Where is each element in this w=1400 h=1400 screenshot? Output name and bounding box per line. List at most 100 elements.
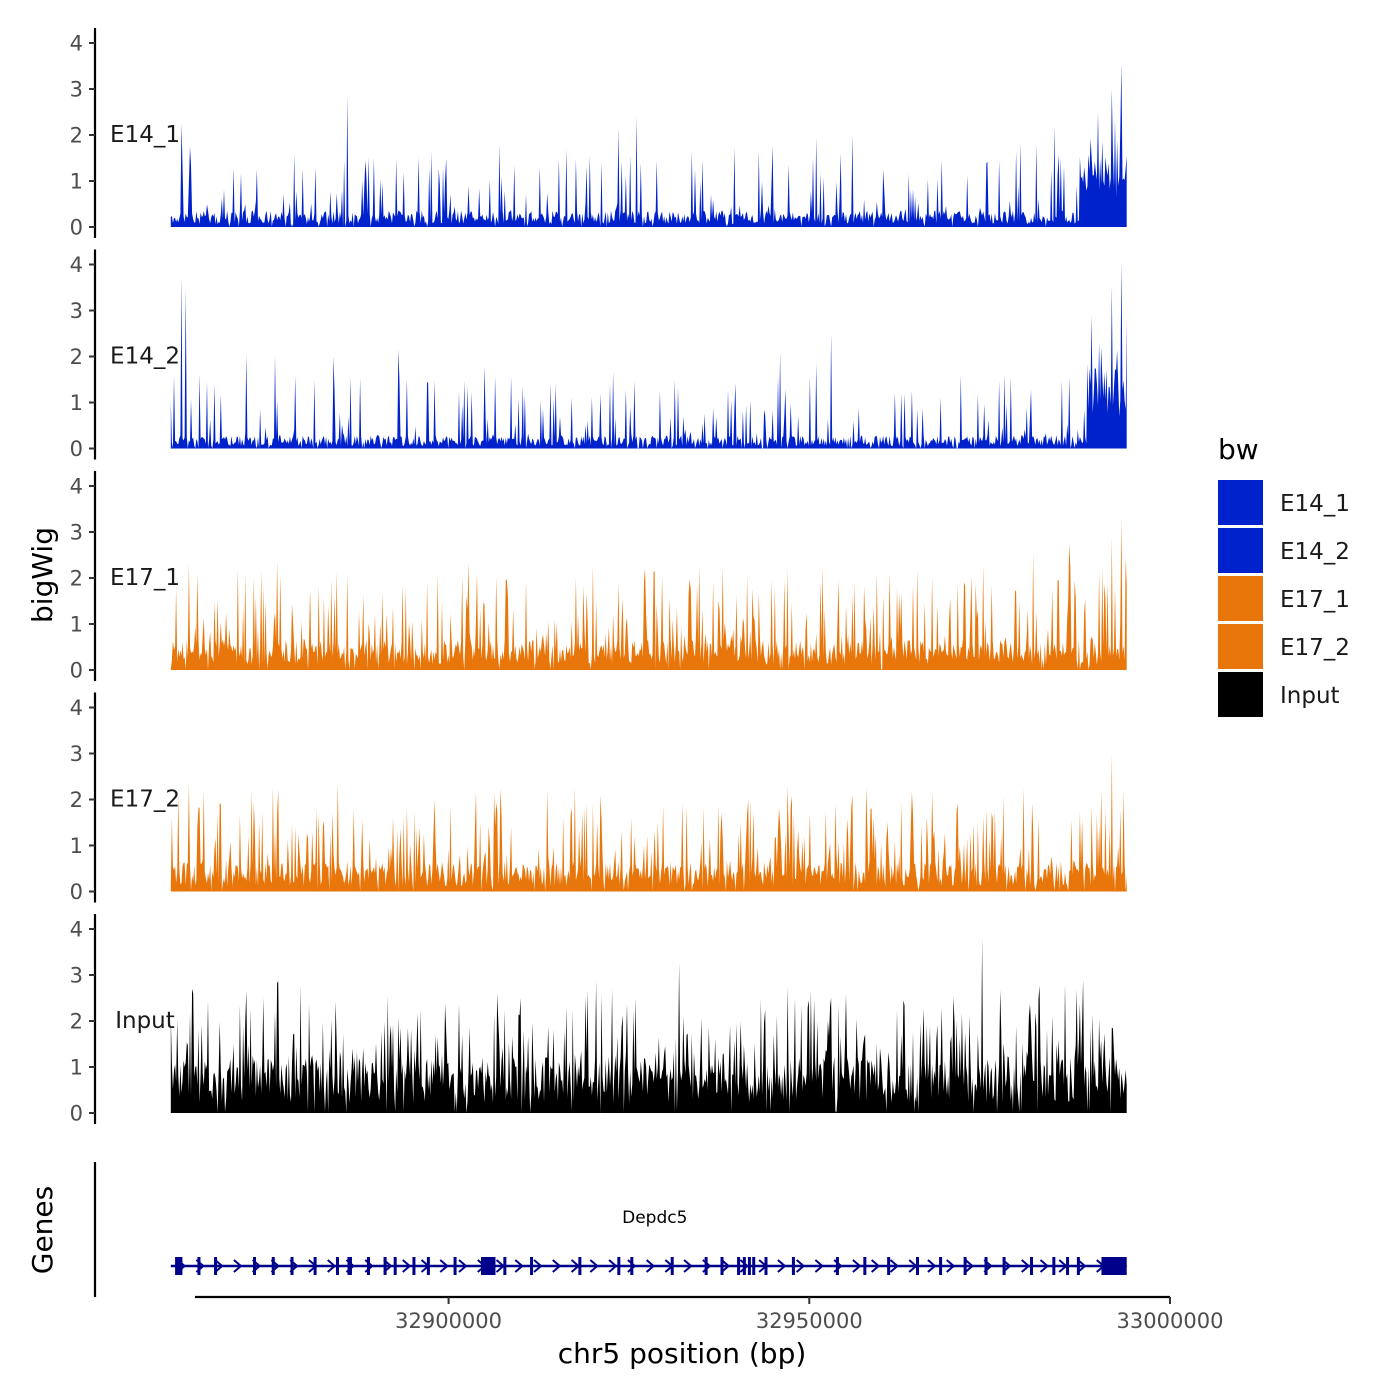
legend-label: E17_1 xyxy=(1280,587,1350,613)
track-label: E17_2 xyxy=(110,787,180,813)
y-tick-label: 2 xyxy=(70,345,83,369)
strand-arrow xyxy=(533,1259,543,1273)
y-tick-label: 2 xyxy=(70,124,83,148)
exon xyxy=(313,1257,317,1275)
exon xyxy=(984,1257,988,1275)
exon xyxy=(177,1257,181,1275)
legend-label: E14_2 xyxy=(1280,539,1350,565)
y-tick-label: 3 xyxy=(70,78,83,102)
y-tick-label: 1 xyxy=(70,1056,83,1080)
strand-arrow xyxy=(327,1259,337,1273)
exon xyxy=(835,1257,839,1275)
y-tick-label: 0 xyxy=(70,1102,83,1126)
exon xyxy=(335,1257,339,1275)
exon xyxy=(412,1257,416,1275)
y-tick-label: 1 xyxy=(70,391,83,415)
signal-area-e14_2 xyxy=(170,262,1127,449)
exon-block xyxy=(481,1257,496,1275)
legend: bw E14_1 E14_2 E17_1 E17_2 Input xyxy=(1218,433,1350,717)
exon xyxy=(670,1257,674,1275)
legend-label: E17_2 xyxy=(1280,635,1350,661)
strand-arrow xyxy=(946,1259,956,1273)
legend-swatch xyxy=(1218,672,1263,717)
exon xyxy=(630,1257,634,1275)
exon xyxy=(271,1257,275,1275)
legend-swatch xyxy=(1218,528,1263,573)
track-label: Input xyxy=(115,1008,175,1034)
exon xyxy=(253,1257,257,1275)
track-label: E14_2 xyxy=(110,344,180,370)
y-tick-label: 1 xyxy=(70,613,83,637)
exon xyxy=(393,1257,397,1275)
signal-area-input xyxy=(170,938,1127,1113)
y-tick-label: 4 xyxy=(70,253,83,277)
x-tick-label: 32900000 xyxy=(395,1309,502,1333)
exon xyxy=(887,1257,891,1275)
signal-area-e17_1 xyxy=(170,518,1127,670)
y-tick-label: 0 xyxy=(70,437,83,461)
y-tick-label: 4 xyxy=(70,918,83,942)
gene-track: Depdc5 xyxy=(93,1162,1127,1297)
y-tick-label: 1 xyxy=(70,170,83,194)
exon xyxy=(426,1257,430,1275)
exon xyxy=(742,1257,746,1275)
exon xyxy=(863,1257,867,1275)
gene-name-label: Depdc5 xyxy=(622,1208,687,1228)
track-e14_1: 0 1 2 3 4 E14_1 xyxy=(70,28,1127,240)
y-tick-label: 3 xyxy=(70,964,83,988)
signal-area-e17_2 xyxy=(170,753,1127,892)
exon xyxy=(704,1257,708,1275)
signal-tracks: 0 1 2 3 4 E14_1 0 1 2 3 4 E14_2 0 1 2 3 4 E17_1 0 1 2 3 4 E17_2… xyxy=(70,28,1127,1126)
exon xyxy=(383,1257,387,1275)
strand-arrow xyxy=(927,1259,937,1273)
strand-arrow xyxy=(233,1259,243,1273)
exon xyxy=(290,1257,294,1275)
exon xyxy=(963,1257,967,1275)
exon xyxy=(175,1257,179,1275)
strand-arrow xyxy=(739,1259,749,1273)
exon xyxy=(747,1257,751,1275)
strand-arrow xyxy=(852,1259,862,1273)
exon xyxy=(752,1257,756,1275)
x-axis-title: chr5 position (bp) xyxy=(558,1337,807,1370)
exon xyxy=(530,1257,534,1275)
track-e14_2: 0 1 2 3 4 E14_2 xyxy=(70,249,1127,461)
strand-arrow xyxy=(458,1259,468,1273)
legend-label: Input xyxy=(1280,683,1340,709)
exon-block xyxy=(1101,1257,1127,1275)
strand-arrow xyxy=(683,1259,693,1273)
exon xyxy=(453,1257,457,1275)
track-input: 0 1 2 3 4 Input xyxy=(70,914,1127,1126)
strand-arrow xyxy=(552,1259,562,1273)
y-tick-label: 4 xyxy=(70,475,83,499)
y-tick-label: 2 xyxy=(70,1010,83,1034)
strand-arrow xyxy=(889,1259,899,1273)
strand-arrow xyxy=(720,1259,731,1273)
strand-arrow xyxy=(795,1259,806,1273)
exon xyxy=(1029,1257,1033,1275)
exon xyxy=(720,1257,724,1275)
y-axis-title: bigWig xyxy=(26,527,59,623)
exon xyxy=(617,1257,621,1275)
y-tick-label: 0 xyxy=(70,216,83,240)
exon xyxy=(197,1257,201,1275)
track-label: E17_1 xyxy=(110,565,180,591)
strand-arrow xyxy=(1077,1259,1087,1273)
y-tick-label: 3 xyxy=(70,521,83,545)
exon xyxy=(791,1257,795,1275)
strand-arrow xyxy=(627,1259,637,1273)
exon xyxy=(366,1257,370,1275)
exon xyxy=(737,1257,741,1275)
strand-arrow xyxy=(964,1259,974,1273)
exon xyxy=(1002,1257,1006,1275)
strand-arrow xyxy=(871,1259,881,1273)
strand-arrow xyxy=(608,1259,618,1273)
strand-arrow xyxy=(589,1259,599,1273)
exon xyxy=(764,1257,768,1275)
exon xyxy=(578,1257,582,1275)
y-tick-label: 4 xyxy=(70,696,83,720)
strand-arrow xyxy=(214,1259,224,1273)
y-tick-label: 2 xyxy=(70,788,83,812)
